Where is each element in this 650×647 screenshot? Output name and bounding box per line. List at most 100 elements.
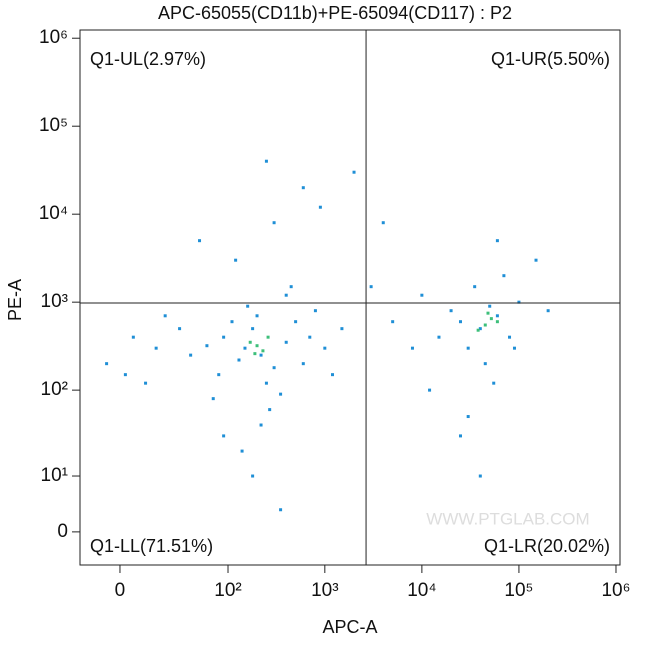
- y-tick-label: 10⁴: [39, 203, 68, 224]
- plot-frame: [79, 29, 621, 566]
- y-tick-label: 0: [57, 521, 68, 542]
- y-tick-label: 10³: [41, 291, 68, 312]
- point: [272, 366, 276, 370]
- point: [495, 320, 499, 324]
- x-tick-label: 10³: [311, 580, 338, 601]
- x-tick-label: 10²: [214, 580, 241, 601]
- point: [495, 239, 499, 243]
- point: [259, 423, 263, 427]
- point: [512, 346, 516, 350]
- point: [205, 344, 209, 348]
- point: [458, 434, 462, 438]
- point: [313, 309, 317, 313]
- point: [294, 320, 298, 324]
- y-tick-label: 10¹: [41, 465, 68, 486]
- x-tick-label: 10⁶: [601, 580, 630, 601]
- point: [259, 353, 263, 357]
- point: [272, 221, 276, 225]
- point: [248, 340, 252, 344]
- point: [391, 320, 395, 324]
- y-axis-label: PE-A: [5, 279, 25, 321]
- point: [437, 335, 441, 339]
- point: [251, 474, 255, 478]
- point: [240, 449, 244, 453]
- y-tick-label: 10⁶: [39, 27, 68, 48]
- point: [483, 323, 487, 327]
- x-tick-label: 0: [115, 580, 126, 601]
- point: [178, 327, 182, 331]
- point: [488, 304, 492, 308]
- point: [217, 373, 221, 377]
- point: [410, 346, 414, 350]
- point: [234, 258, 238, 262]
- point: [222, 434, 226, 438]
- x-tick-label: 10⁵: [504, 580, 533, 601]
- point: [266, 335, 270, 339]
- point: [381, 221, 385, 225]
- point: [308, 335, 312, 339]
- point: [466, 415, 470, 419]
- point: [237, 358, 241, 362]
- point: [492, 381, 496, 385]
- point: [486, 311, 490, 315]
- point: [255, 314, 259, 318]
- point: [466, 346, 470, 350]
- point: [489, 317, 493, 321]
- quadrant-label: Q1-LR(20.02%): [484, 536, 610, 556]
- point: [284, 293, 288, 297]
- point: [352, 170, 356, 174]
- point: [508, 335, 512, 339]
- chart-title: APC-65055(CD11b)+PE-65094(CD117) : P2: [158, 3, 512, 23]
- point: [449, 309, 453, 313]
- quadrant-label: Q1-UR(5.50%): [491, 49, 610, 69]
- point: [546, 309, 550, 313]
- point: [495, 314, 499, 318]
- point: [144, 381, 148, 385]
- point: [261, 349, 265, 353]
- point: [123, 373, 127, 377]
- y-tick-label: 10⁵: [39, 115, 68, 136]
- point: [323, 346, 327, 350]
- point: [131, 335, 135, 339]
- point: [222, 335, 226, 339]
- point: [264, 381, 268, 385]
- point: [428, 388, 432, 392]
- point: [476, 328, 480, 332]
- point: [253, 352, 257, 356]
- point: [301, 362, 305, 366]
- point: [331, 373, 335, 377]
- point: [211, 397, 215, 401]
- point: [163, 314, 167, 318]
- point: [230, 320, 234, 324]
- quadrant-label: Q1-UL(2.97%): [90, 49, 206, 69]
- point: [246, 304, 250, 308]
- point: [279, 508, 283, 512]
- point: [154, 346, 158, 350]
- point: [264, 159, 268, 163]
- point: [268, 408, 272, 412]
- point: [251, 327, 255, 331]
- point: [301, 186, 305, 190]
- point: [284, 340, 288, 344]
- point: [534, 258, 538, 262]
- point: [105, 362, 109, 366]
- x-axis-label: APC-A: [322, 617, 377, 637]
- point: [289, 285, 293, 289]
- point: [279, 392, 283, 396]
- point: [420, 293, 424, 297]
- point: [473, 285, 477, 289]
- quadrant-label: Q1-LL(71.51%): [90, 536, 213, 556]
- y-tick-label: 10²: [41, 379, 68, 400]
- point: [458, 320, 462, 324]
- point: [478, 327, 482, 331]
- watermark: WWW.PTGLAB.COM: [426, 509, 589, 528]
- point: [243, 346, 247, 350]
- point: [189, 353, 193, 357]
- point: [369, 285, 373, 289]
- point: [517, 300, 521, 304]
- point: [340, 327, 344, 331]
- point: [478, 474, 482, 478]
- point: [502, 274, 506, 278]
- point: [483, 362, 487, 366]
